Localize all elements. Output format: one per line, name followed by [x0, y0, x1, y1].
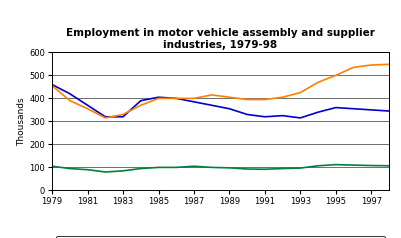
Motor vehicle parts	[298, 91, 303, 94]
Motor vehicle parts	[67, 99, 72, 102]
Motor vehicle parts	[85, 107, 90, 110]
Automotive stampings	[227, 166, 232, 169]
Motor vehicle assembly	[263, 115, 267, 118]
Motor vehicle assembly	[103, 115, 108, 118]
Motor vehicle assembly	[121, 115, 126, 118]
Motor vehicle parts	[227, 96, 232, 99]
Automotive stampings	[67, 167, 72, 170]
Motor vehicle assembly	[280, 114, 285, 117]
Automotive stampings	[156, 166, 161, 169]
Motor vehicle assembly	[174, 97, 178, 100]
Automotive stampings	[387, 164, 391, 167]
Automotive stampings	[174, 166, 178, 169]
Line: Motor vehicle parts: Motor vehicle parts	[52, 64, 389, 118]
Automotive stampings	[50, 165, 55, 168]
Motor vehicle assembly	[50, 83, 55, 86]
Automotive stampings	[245, 168, 249, 170]
Motor vehicle parts	[333, 74, 338, 77]
Automotive stampings	[298, 167, 303, 169]
Motor vehicle parts	[174, 97, 178, 100]
Motor vehicle parts	[192, 97, 196, 100]
Motor vehicle parts	[351, 66, 356, 69]
Motor vehicle assembly	[387, 109, 391, 112]
Automotive stampings	[138, 167, 143, 170]
Motor vehicle assembly	[245, 113, 249, 116]
Automotive stampings	[209, 166, 214, 169]
Motor vehicle assembly	[298, 116, 303, 119]
Y-axis label: Thousands: Thousands	[18, 97, 26, 146]
Motor vehicle assembly	[192, 100, 196, 103]
Motor vehicle assembly	[227, 107, 232, 110]
Motor vehicle parts	[121, 113, 126, 116]
Motor vehicle parts	[245, 98, 249, 101]
Motor vehicle parts	[138, 104, 143, 107]
Motor vehicle assembly	[85, 104, 90, 107]
Motor vehicle assembly	[351, 107, 356, 110]
Motor vehicle parts	[103, 116, 108, 119]
Motor vehicle parts	[387, 63, 391, 66]
Line: Automotive stampings: Automotive stampings	[52, 165, 389, 172]
Legend: Motor vehicle assembly, Motor vehicle parts, Automotive stampings: Motor vehicle assembly, Motor vehicle pa…	[57, 236, 385, 238]
Motor vehicle assembly	[156, 96, 161, 99]
Motor vehicle assembly	[316, 111, 320, 114]
Motor vehicle parts	[369, 64, 374, 66]
Automotive stampings	[85, 168, 90, 171]
Motor vehicle assembly	[138, 99, 143, 102]
Automotive stampings	[316, 164, 320, 167]
Motor vehicle assembly	[333, 106, 338, 109]
Motor vehicle parts	[316, 81, 320, 84]
Line: Motor vehicle assembly: Motor vehicle assembly	[52, 84, 389, 118]
Automotive stampings	[192, 165, 196, 168]
Motor vehicle assembly	[369, 109, 374, 111]
Automotive stampings	[369, 164, 374, 167]
Automotive stampings	[121, 169, 126, 172]
Motor vehicle parts	[280, 96, 285, 99]
Motor vehicle parts	[50, 84, 55, 87]
Motor vehicle parts	[263, 98, 267, 101]
Motor vehicle parts	[209, 94, 214, 96]
Motor vehicle assembly	[67, 92, 72, 95]
Automotive stampings	[351, 164, 356, 167]
Motor vehicle assembly	[209, 104, 214, 107]
Automotive stampings	[333, 163, 338, 166]
Title: Employment in motor vehicle assembly and supplier
industries, 1979-98: Employment in motor vehicle assembly and…	[66, 28, 375, 50]
Automotive stampings	[280, 167, 285, 170]
Motor vehicle parts	[156, 97, 161, 100]
Automotive stampings	[263, 168, 267, 171]
Automotive stampings	[103, 171, 108, 174]
